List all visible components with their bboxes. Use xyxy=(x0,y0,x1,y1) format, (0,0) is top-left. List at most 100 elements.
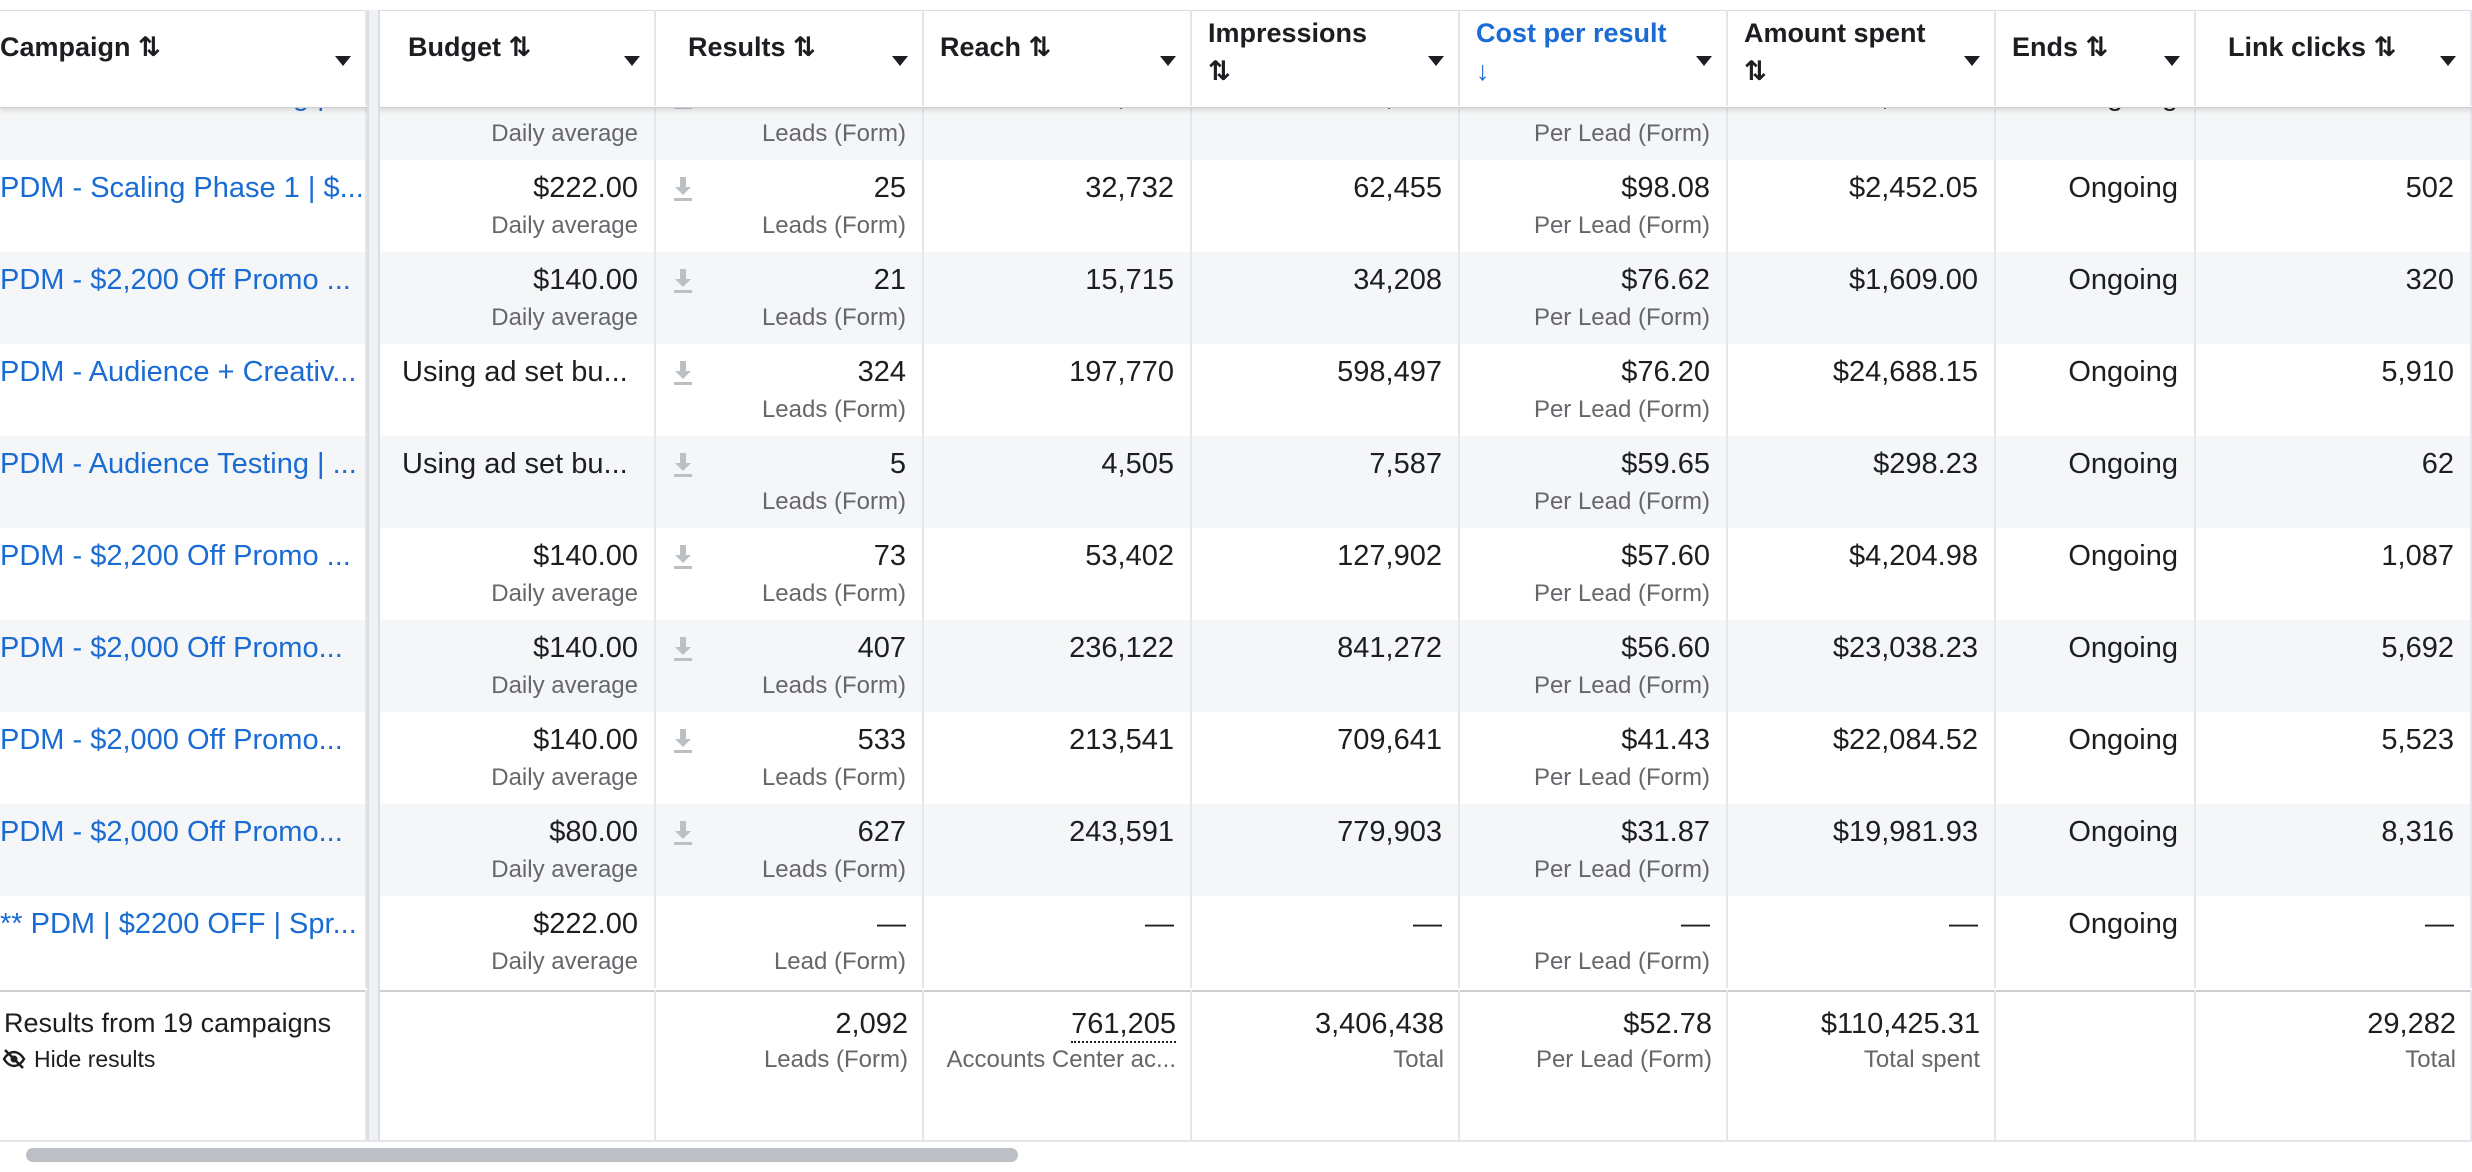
footer-reach-value[interactable]: 761,205 xyxy=(1071,1008,1176,1043)
impressions-value: 841,272 xyxy=(1337,632,1442,664)
campaign-name-link[interactable]: PDM - $2,200 Off Promo ... xyxy=(0,540,351,572)
campaign-name-link[interactable]: PDM - $2,200 Off Promo ... xyxy=(0,264,351,296)
campaign-name-link[interactable]: PDM - Audience Testing | ... xyxy=(0,448,357,480)
chevron-down-icon[interactable] xyxy=(2440,56,2456,66)
hide-results-button[interactable]: Hide results xyxy=(2,1046,155,1076)
sort-arrows-icon[interactable]: ⇅ xyxy=(1744,56,1767,86)
chevron-down-icon[interactable] xyxy=(1428,56,1444,66)
campaign-cell[interactable]: PDM - $2,200 Off Promo ... xyxy=(0,252,367,344)
column-header-reach[interactable]: Reach ⇅ xyxy=(924,10,1192,106)
column-header-impressions[interactable]: Impressions ⇅ xyxy=(1192,10,1460,106)
reach-value: 53,402 xyxy=(1085,540,1174,572)
frozen-column-divider[interactable] xyxy=(367,10,380,1140)
cpr-cell: $76.20 Per Lead (Form) xyxy=(1460,344,1728,436)
amount-cell: $4,204.98 xyxy=(1728,528,1996,620)
results-value: 5 xyxy=(889,448,906,480)
cpr-sub: Per Lead (Form) xyxy=(1533,212,1710,239)
download-icon[interactable] xyxy=(670,542,696,572)
column-header-ends[interactable]: Ends ⇅ xyxy=(1996,10,2196,106)
results-sub: Leads (Form) xyxy=(761,672,906,699)
table-row[interactable]: ** PDM | $2200 OFF | Spr... $222.00 Daily … xyxy=(0,896,2472,988)
sort-arrows-icon[interactable]: ↓ xyxy=(1476,56,1490,86)
column-header-label: Impressions xyxy=(1208,18,1368,48)
campaign-name-link[interactable]: PDM - Audience + Creativ... xyxy=(0,356,357,388)
campaign-cell[interactable]: PDM - $2,000 Off Promo... xyxy=(0,712,367,804)
download-icon[interactable] xyxy=(670,634,696,664)
chevron-down-icon[interactable] xyxy=(2164,56,2180,66)
amount-cell: $2,452.05 xyxy=(1728,160,1996,252)
amount-cell: $24,688.15 xyxy=(1728,344,1996,436)
chevron-down-icon[interactable] xyxy=(1964,56,1980,66)
amount-value: $22,084.52 xyxy=(1832,724,1978,756)
download-icon[interactable] xyxy=(670,174,696,204)
download-icon[interactable] xyxy=(670,358,696,388)
ends-value: Ongoing xyxy=(2068,448,2178,480)
budget-cell: Using ad set bu... xyxy=(386,436,656,528)
impressions-cell: 841,272 xyxy=(1192,620,1460,712)
table-row[interactable]: PDM - $2,000 Off Promo... $140.00 Daily av… xyxy=(0,620,2472,712)
impressions-cell: 598,497 xyxy=(1192,344,1460,436)
ends-cell: Ongoing xyxy=(1996,528,2196,620)
cpr-sub: Per Lead (Form) xyxy=(1533,120,1710,147)
campaign-name-link[interactable]: ** PDM | $2200 OFF | Spr... xyxy=(0,908,357,940)
table-row[interactable]: PDM - $2,000 Off Promo... $80.00 Daily ave… xyxy=(0,804,2472,896)
impressions-value: 709,641 xyxy=(1337,724,1442,756)
clicks-cell: 5,523 xyxy=(2196,712,2472,804)
table-row[interactable]: PDM - $2,000 Off Promo... $140.00 Daily av… xyxy=(0,712,2472,804)
campaign-cell[interactable]: PDM - Audience Testing | ... xyxy=(0,436,367,528)
cpr-value: $41.43 xyxy=(1621,724,1710,756)
table-row[interactable]: PDM - Scaling Phase 1 | $... $222.00 Daily… xyxy=(0,160,2472,252)
chevron-down-icon[interactable] xyxy=(892,56,908,66)
results-cell: 533 Leads (Form) xyxy=(656,712,924,804)
amount-value: $4,204.98 xyxy=(1848,540,1978,572)
budget-sub: Daily average xyxy=(491,856,638,883)
table-row[interactable]: PDM - $2,200 Off Promo ... $140.00 Daily a… xyxy=(0,528,2472,620)
ends-value: Ongoing xyxy=(2068,540,2178,572)
campaign-name-link[interactable]: PDM - $2,000 Off Promo... xyxy=(0,724,343,756)
ends-value: Ongoing xyxy=(2068,908,2178,940)
campaign-name-link[interactable]: PDM - $2,000 Off Promo... xyxy=(0,816,343,848)
chevron-down-icon[interactable] xyxy=(1696,56,1712,66)
scrollbar-thumb[interactable] xyxy=(26,1148,1018,1162)
table-row[interactable]: PDM - Audience + Creativ... Using ad set … xyxy=(0,344,2472,436)
eye-slash-icon xyxy=(2,1048,26,1076)
ends-cell: Ongoing xyxy=(1996,620,2196,712)
campaign-cell[interactable]: ** PDM | $2200 OFF | Spr... xyxy=(0,896,367,988)
campaign-cell[interactable]: PDM - $2,000 Off Promo... xyxy=(0,804,367,896)
column-header-label: Campaign ⇅ xyxy=(0,32,161,62)
reach-value: — xyxy=(1145,908,1174,940)
footer-impressions-sub: Total xyxy=(1393,1046,1444,1073)
column-header-amount[interactable]: Amount spent ⇅ xyxy=(1728,10,1996,106)
column-header-clicks[interactable]: Link clicks ⇅ xyxy=(2196,10,2472,106)
table-row[interactable]: PDM - Audience Testing | ... Using ad set… xyxy=(0,436,2472,528)
amount-cell: $298.23 xyxy=(1728,436,1996,528)
campaign-cell[interactable]: PDM - $2,000 Off Promo... xyxy=(0,620,367,712)
column-header-budget[interactable]: Budget ⇅ xyxy=(386,10,656,106)
results-sub: Leads (Form) xyxy=(761,120,906,147)
column-header-label: Cost per result xyxy=(1476,18,1667,48)
download-icon[interactable] xyxy=(670,726,696,756)
amount-value: $23,038.23 xyxy=(1832,632,1978,664)
budget-cell: Using ad set bu... xyxy=(386,344,656,436)
download-icon[interactable] xyxy=(670,450,696,480)
column-header-cpr[interactable]: Cost per result ↓ xyxy=(1460,10,1728,106)
campaign-cell[interactable]: PDM - Audience + Creativ... xyxy=(0,344,367,436)
column-header-campaign[interactable]: Campaign ⇅ xyxy=(0,10,367,106)
campaign-cell[interactable]: PDM - $2,200 Off Promo ... xyxy=(0,528,367,620)
results-sub: Leads (Form) xyxy=(761,212,906,239)
table-row[interactable]: PDM - $2,200 Off Promo ... $140.00 Daily a… xyxy=(0,252,2472,344)
chevron-down-icon[interactable] xyxy=(1160,56,1176,66)
sort-arrows-icon[interactable]: ⇅ xyxy=(1208,56,1231,86)
campaign-name-link[interactable]: PDM - $2,000 Off Promo... xyxy=(0,632,343,664)
results-cell: 5 Leads (Form) xyxy=(656,436,924,528)
reach-value: 236,122 xyxy=(1069,632,1174,664)
chevron-down-icon[interactable] xyxy=(335,56,351,66)
column-header-label: Budget ⇅ xyxy=(408,32,532,62)
column-header-results[interactable]: Results ⇅ xyxy=(656,10,924,106)
download-icon[interactable] xyxy=(670,818,696,848)
chevron-down-icon[interactable] xyxy=(624,56,640,66)
download-icon[interactable] xyxy=(670,266,696,296)
campaign-name-link[interactable]: PDM - Scaling Phase 1 | $... xyxy=(0,172,364,204)
campaign-cell[interactable]: PDM - Scaling Phase 1 | $... xyxy=(0,160,367,252)
cpr-cell: $76.62 Per Lead (Form) xyxy=(1460,252,1728,344)
